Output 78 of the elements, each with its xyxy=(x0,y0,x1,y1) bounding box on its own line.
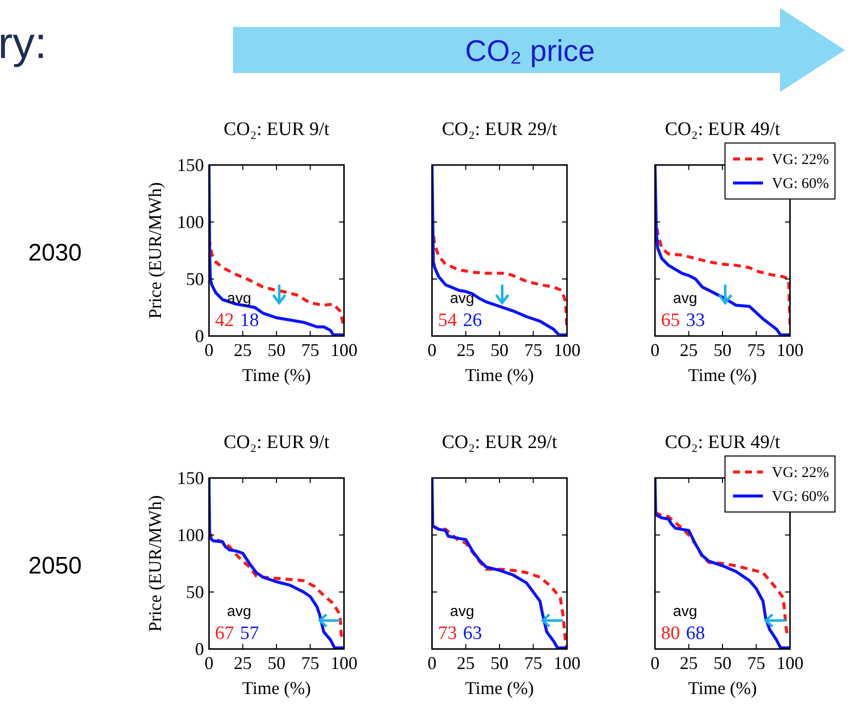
x-tick-label: 100 xyxy=(776,340,804,360)
annotation: 57 xyxy=(240,623,259,644)
y-tick-label: 100 xyxy=(177,212,204,232)
y-tick-label: 0 xyxy=(195,639,204,659)
annotation: avg xyxy=(227,603,252,620)
y-axis-title: Price (EUR/MWh) xyxy=(145,182,165,319)
x-tick-label: 50 xyxy=(490,653,508,673)
x-tick-label: 75 xyxy=(747,653,766,673)
x-tick-label: 100 xyxy=(776,653,804,673)
x-tick-label: 50 xyxy=(714,653,732,673)
x-tick-label: 75 xyxy=(301,653,320,673)
x-tick-label: 75 xyxy=(524,653,542,673)
annotation: avg xyxy=(450,290,474,307)
text: ry: xyxy=(0,19,47,68)
x-tick-label: 75 xyxy=(524,340,542,360)
annotation: 65 xyxy=(661,310,680,331)
x-tick-label: 25 xyxy=(234,340,252,360)
x-axis-title: Time (%) xyxy=(242,678,311,698)
chart-title: CO₂: EUR 29/t xyxy=(442,119,558,140)
x-tick-label: 50 xyxy=(268,653,286,673)
x-axis-title: Time (%) xyxy=(688,365,757,385)
text: CO₂ price xyxy=(464,35,596,68)
y-tick-label: 50 xyxy=(186,582,204,602)
chart-title: CO₂: EUR 49/t xyxy=(664,119,781,140)
annotation: 67 xyxy=(215,623,234,644)
annotation: 33 xyxy=(686,310,705,331)
x-tick-label: 0 xyxy=(428,653,436,673)
chart-title: CO₂: EUR 29/t xyxy=(442,432,558,453)
x-tick-label: 0 xyxy=(428,340,436,360)
legend-label: VG: 22% xyxy=(772,465,829,481)
x-tick-label: 75 xyxy=(747,340,766,360)
x-tick-label: 50 xyxy=(714,340,732,360)
annotation: 80 xyxy=(661,623,680,644)
x-tick-label: 100 xyxy=(554,340,580,360)
annotation: avg xyxy=(673,603,698,620)
annotation: avg xyxy=(227,290,252,307)
text: 2050 xyxy=(28,552,82,580)
legend-label: VG: 22% xyxy=(772,152,829,168)
line-series xyxy=(209,478,344,649)
annotation: 18 xyxy=(240,310,259,331)
legend-label: VG: 60% xyxy=(772,176,829,192)
y-axis-title: Price (EUR/MWh) xyxy=(145,495,165,632)
line-series xyxy=(209,165,344,336)
x-tick-label: 50 xyxy=(268,340,286,360)
legend-label: VG: 60% xyxy=(772,489,829,505)
annotation: 26 xyxy=(463,310,482,331)
text: 2030 xyxy=(28,240,82,266)
chart-title: CO₂: EUR 49/t xyxy=(664,432,781,453)
chart-title: CO₂: EUR 9/t xyxy=(224,432,330,453)
chart-title: CO₂: EUR 9/t xyxy=(224,119,330,140)
x-tick-label: 25 xyxy=(680,653,698,673)
annotation: 54 xyxy=(438,310,458,331)
x-tick-label: 25 xyxy=(456,340,475,360)
annotation: 68 xyxy=(686,623,705,644)
x-axis-title: Time (%) xyxy=(688,678,757,698)
x-tick-label: 100 xyxy=(554,653,580,673)
annotation: 42 xyxy=(215,310,234,331)
annotation: 63 xyxy=(463,623,482,644)
y-tick-label: 50 xyxy=(186,269,204,289)
x-tick-label: 25 xyxy=(680,340,698,360)
x-tick-label: 0 xyxy=(650,653,660,673)
x-tick-label: 25 xyxy=(234,653,252,673)
y-tick-label: 100 xyxy=(177,525,204,545)
y-tick-label: 150 xyxy=(177,155,204,175)
x-axis-title: Time (%) xyxy=(465,365,534,385)
annotation: 73 xyxy=(438,623,457,644)
x-tick-label: 100 xyxy=(330,340,358,360)
x-axis-title: Time (%) xyxy=(242,365,311,385)
x-axis-title: Time (%) xyxy=(465,678,534,698)
x-tick-label: 0 xyxy=(650,340,660,360)
y-tick-label: 0 xyxy=(195,326,204,346)
y-tick-label: 150 xyxy=(177,468,204,488)
x-tick-label: 100 xyxy=(330,653,358,673)
x-tick-label: 50 xyxy=(490,340,508,360)
annotation: avg xyxy=(450,603,474,620)
annotation: avg xyxy=(673,290,698,307)
x-tick-label: 75 xyxy=(301,340,320,360)
x-tick-label: 25 xyxy=(456,653,475,673)
